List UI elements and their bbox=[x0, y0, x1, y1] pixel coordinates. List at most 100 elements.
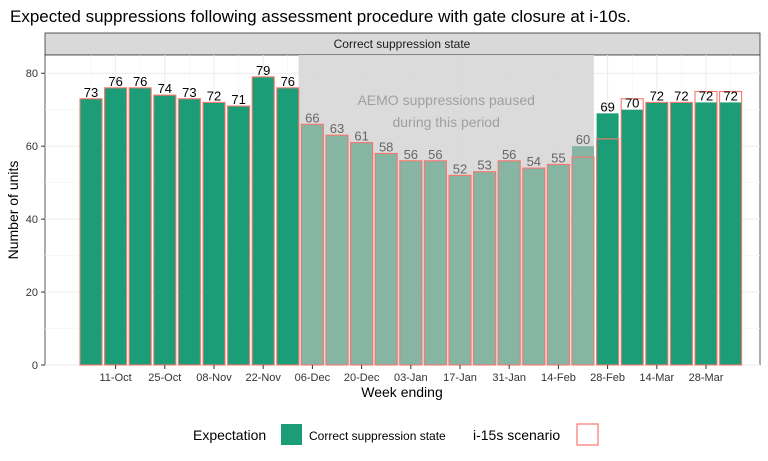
legend: Expectation Correct suppression state i-… bbox=[193, 423, 599, 446]
bar bbox=[326, 135, 348, 365]
bar-label: 63 bbox=[330, 121, 344, 136]
bar bbox=[129, 87, 152, 365]
bar bbox=[572, 146, 594, 365]
x-tick-label: 08-Nov bbox=[196, 372, 232, 384]
outline-bar bbox=[374, 152, 398, 366]
bar-label: 66 bbox=[305, 110, 319, 125]
outline-bar bbox=[719, 90, 743, 366]
outline-bar bbox=[325, 134, 349, 366]
bar bbox=[399, 160, 422, 365]
bar-label: 72 bbox=[723, 88, 737, 103]
bar bbox=[178, 98, 201, 365]
outline-bar bbox=[571, 156, 595, 366]
y-axis-title: Number of units bbox=[5, 161, 21, 260]
x-tick-label: 14-Mar bbox=[639, 372, 674, 384]
bars bbox=[80, 76, 742, 366]
chart-title: Expected suppressions following assessme… bbox=[10, 7, 631, 26]
legend-label-correct: Correct suppression state bbox=[309, 429, 446, 443]
bar-label: 54 bbox=[527, 154, 541, 169]
x-tick-label: 17-Jan bbox=[443, 372, 477, 384]
bar bbox=[276, 87, 299, 365]
bar bbox=[153, 95, 176, 365]
bar-label: 72 bbox=[674, 88, 688, 103]
bar bbox=[203, 102, 225, 365]
outline-bar bbox=[669, 101, 693, 366]
paused-annotation-line-2: during this period bbox=[392, 114, 499, 130]
outline-bar bbox=[522, 167, 546, 366]
bar bbox=[645, 102, 668, 365]
legend-key-correct bbox=[281, 424, 302, 445]
bar-label: 70 bbox=[625, 96, 639, 111]
bar-label: 58 bbox=[379, 139, 393, 154]
bar-label: 71 bbox=[231, 92, 245, 107]
bar-label: 56 bbox=[428, 147, 442, 162]
bar-label: 72 bbox=[650, 88, 664, 103]
bar bbox=[670, 102, 693, 365]
bar-label: 73 bbox=[182, 85, 196, 100]
legend-title: Expectation bbox=[193, 427, 266, 443]
bar bbox=[375, 153, 398, 365]
bar-label: 79 bbox=[256, 63, 270, 78]
bar-label: 56 bbox=[404, 147, 418, 162]
bar-label: 52 bbox=[453, 161, 467, 176]
outline-bar bbox=[620, 98, 644, 366]
bar bbox=[473, 171, 496, 365]
y-tick-label: 80 bbox=[26, 68, 38, 80]
x-tick-label: 14-Feb bbox=[541, 372, 576, 384]
bar bbox=[719, 102, 742, 365]
outline-bar bbox=[79, 98, 103, 366]
outline-bar bbox=[423, 160, 447, 366]
x-tick-label: 03-Jan bbox=[394, 372, 428, 384]
bar-label: 76 bbox=[281, 74, 295, 89]
bar-label: 55 bbox=[551, 150, 565, 165]
bar bbox=[104, 87, 127, 365]
bar bbox=[227, 106, 250, 365]
y-tick-label: 20 bbox=[26, 287, 38, 299]
outline-bar bbox=[128, 87, 152, 366]
paused-annotation-line-1: AEMO suppressions paused bbox=[357, 92, 534, 108]
x-axis: 11-Oct 25-Oct 08-Nov 22-Nov 06-Dec 20-Dec 03-J… bbox=[99, 365, 724, 384]
outline-bar bbox=[276, 87, 300, 366]
bar-label: 69 bbox=[600, 99, 614, 114]
legend-key-scenario bbox=[576, 423, 599, 446]
bar bbox=[252, 76, 275, 365]
bar bbox=[522, 168, 545, 365]
bar-label: 76 bbox=[133, 74, 147, 89]
bar bbox=[424, 160, 447, 365]
bar-label: 56 bbox=[502, 147, 516, 162]
y-axis: 0 20 40 60 80 bbox=[26, 68, 45, 372]
x-tick-label: 28-Feb bbox=[590, 372, 625, 384]
x-tick-label: 11-Oct bbox=[99, 372, 131, 384]
bar bbox=[498, 160, 521, 365]
bar bbox=[695, 102, 717, 365]
bar bbox=[596, 113, 619, 366]
x-axis-title: Week ending bbox=[361, 384, 442, 400]
outline-bar bbox=[227, 105, 251, 366]
outline-bar bbox=[177, 98, 201, 366]
bar-label: 72 bbox=[699, 88, 713, 103]
facet-strip-label: Correct suppression state bbox=[334, 37, 471, 51]
x-tick-label: 25-Oct bbox=[148, 372, 181, 384]
bar-label: 60 bbox=[576, 132, 590, 147]
y-tick-label: 40 bbox=[26, 214, 38, 226]
bar bbox=[301, 124, 324, 365]
x-tick-label: 20-Dec bbox=[344, 372, 380, 384]
outline-bar bbox=[473, 171, 497, 366]
y-tick-label: 60 bbox=[26, 141, 38, 153]
bar bbox=[621, 109, 644, 366]
bar-label: 76 bbox=[108, 74, 122, 89]
legend-label-scenario: i-15s scenario bbox=[473, 427, 560, 443]
bar-labels: 73 76 76 74 73 72 71 79 76 66 63 61 58 56 56 52 53 56 54 55… bbox=[84, 63, 738, 176]
x-tick-label: 22-Nov bbox=[245, 372, 281, 384]
x-tick-label: 28-Mar bbox=[689, 372, 724, 384]
bar bbox=[547, 164, 570, 365]
bar bbox=[80, 98, 102, 365]
x-tick-label: 06-Dec bbox=[295, 372, 331, 384]
y-tick-label: 0 bbox=[32, 360, 38, 372]
bar bbox=[449, 175, 471, 365]
bar-label: 73 bbox=[84, 85, 98, 100]
bar-label: 74 bbox=[158, 81, 172, 96]
bar-label: 72 bbox=[207, 88, 221, 103]
x-tick-label: 31-Jan bbox=[492, 372, 526, 384]
